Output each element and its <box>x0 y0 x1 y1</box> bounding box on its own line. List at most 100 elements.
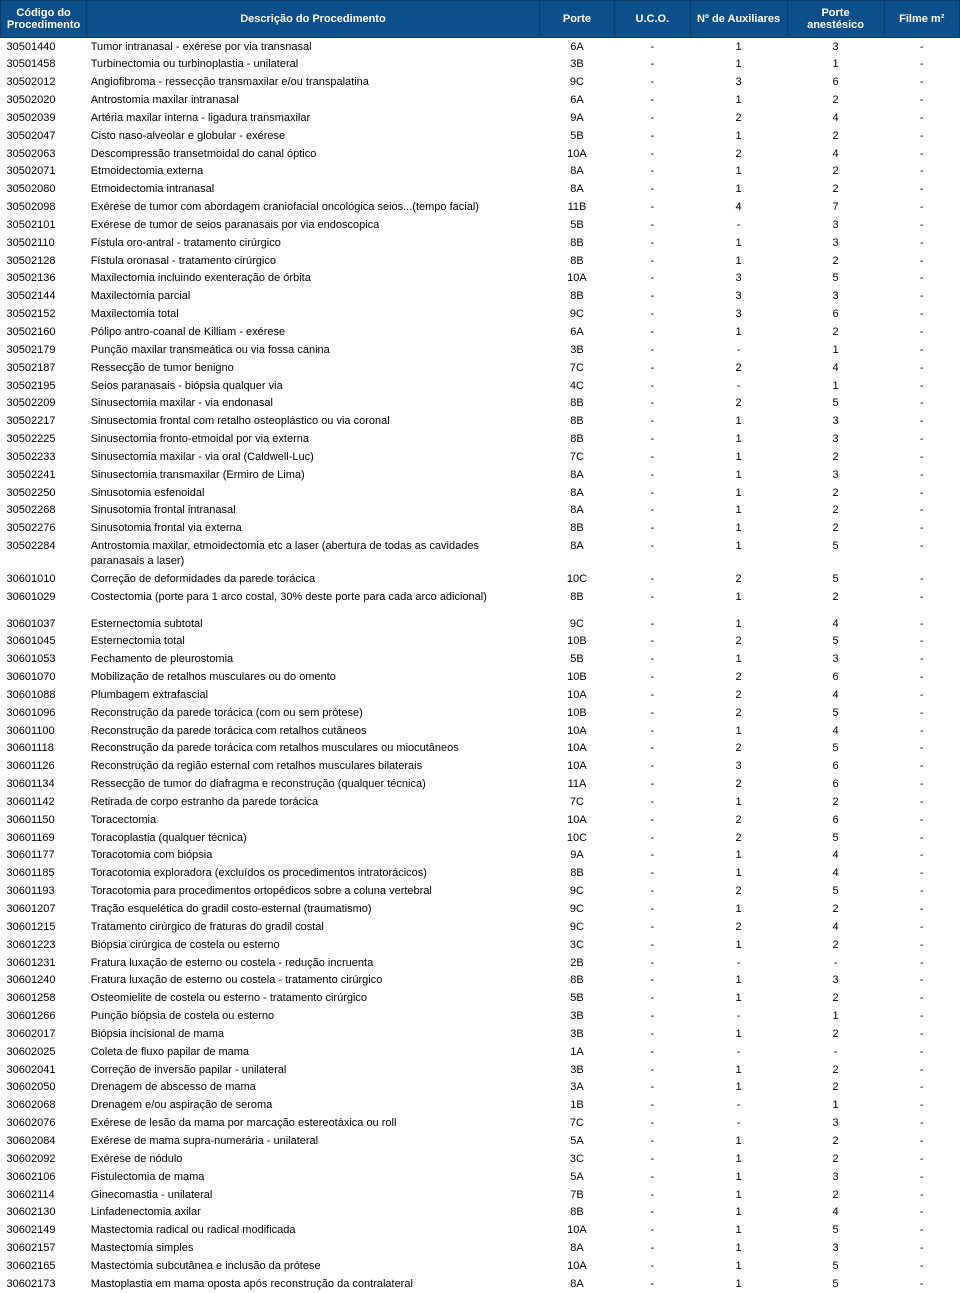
cell-aux: 1 <box>690 38 787 56</box>
table-row: 30602157Mastectomia simples8A-13- <box>1 1240 960 1258</box>
cell-code: 30601053 <box>1 651 87 669</box>
cell-anest: 2 <box>787 92 884 110</box>
cell-porte: 6A <box>539 38 614 56</box>
cell-filme: - <box>884 793 959 811</box>
cell-desc: Ginecomastia - unilateral <box>87 1186 540 1204</box>
cell-porte: 9C <box>539 306 614 324</box>
cell-aux: 2 <box>690 883 787 901</box>
cell-porte: 8A <box>539 484 614 502</box>
cell-desc: Sinusotomia esfenoidal <box>87 484 540 502</box>
cell-uco: - <box>615 883 690 901</box>
cell-code: 30601185 <box>1 865 87 883</box>
cell-aux: 3 <box>690 758 787 776</box>
cell-uco: - <box>615 377 690 395</box>
table-row: 30601258Osteomielite de costela ou ester… <box>1 990 960 1008</box>
cell-aux: 1 <box>690 1240 787 1258</box>
cell-code: 30502012 <box>1 74 87 92</box>
cell-porte: 3A <box>539 1079 614 1097</box>
cell-desc: Descompressão transetmoidal do canal ópt… <box>87 145 540 163</box>
cell-code: 30502128 <box>1 252 87 270</box>
cell-filme: - <box>884 918 959 936</box>
cell-code: 30502136 <box>1 270 87 288</box>
cell-code: 30502250 <box>1 484 87 502</box>
cell-porte: 3B <box>539 341 614 359</box>
cell-filme: - <box>884 520 959 538</box>
cell-code: 30502209 <box>1 395 87 413</box>
cell-desc: Fratura luxação de esterno ou costela - … <box>87 954 540 972</box>
table-row: 30601223Biópsia cirúrgica de costela ou … <box>1 936 960 954</box>
cell-aux: - <box>690 341 787 359</box>
cell-anest: 6 <box>787 669 884 687</box>
cell-code: 30502144 <box>1 288 87 306</box>
cell-anest: 2 <box>787 252 884 270</box>
cell-desc: Ressecção de tumor do diafragma e recons… <box>87 776 540 794</box>
cell-aux: - <box>690 1097 787 1115</box>
cell-filme: - <box>884 972 959 990</box>
cell-anest: 2 <box>787 1150 884 1168</box>
cell-filme: - <box>884 1240 959 1258</box>
cell-desc: Maxilectomia incluindo exenteração de ór… <box>87 270 540 288</box>
cell-uco: - <box>615 936 690 954</box>
cell-filme: - <box>884 1097 959 1115</box>
cell-code: 30601258 <box>1 990 87 1008</box>
cell-porte: 9C <box>539 901 614 919</box>
cell-uco: - <box>615 704 690 722</box>
table-row: 30502128Fístula oronasal - tratamento ci… <box>1 252 960 270</box>
cell-anest: 4 <box>787 109 884 127</box>
cell-code: 30601045 <box>1 633 87 651</box>
cell-porte: 10A <box>539 740 614 758</box>
table-row: 30502020Antrostomia maxilar intranasal6A… <box>1 92 960 110</box>
cell-uco: - <box>615 234 690 252</box>
table-row: 30601118Reconstrução da parede torácica … <box>1 740 960 758</box>
procedures-table: Código do Procedimento Descrição do Proc… <box>0 0 960 1293</box>
table-row: 30602173Mastoplastia em mama oposta após… <box>1 1275 960 1293</box>
cell-uco: - <box>615 145 690 163</box>
cell-anest: 5 <box>787 1275 884 1293</box>
cell-desc: Correção de inversão papilar - unilatera… <box>87 1061 540 1079</box>
cell-filme: - <box>884 740 959 758</box>
cell-anest: 5 <box>787 704 884 722</box>
cell-code: 30502276 <box>1 520 87 538</box>
cell-porte: 11A <box>539 776 614 794</box>
cell-code: 30602165 <box>1 1257 87 1275</box>
cell-aux: 1 <box>690 413 787 431</box>
table-row: 30602092Exérese de nódulo3C-12- <box>1 1150 960 1168</box>
table-row: 30602149Mastectomia radical ou radical m… <box>1 1222 960 1240</box>
cell-uco: - <box>615 1204 690 1222</box>
cell-aux: 2 <box>690 829 787 847</box>
table-row: 30602017Biópsia incisional de mama3B-12- <box>1 1025 960 1043</box>
cell-aux: 2 <box>690 359 787 377</box>
table-row: 30502101Exérese de tumor de seios parana… <box>1 216 960 234</box>
cell-desc: Sinusotomia frontal intranasal <box>87 502 540 520</box>
cell-porte: 10A <box>539 686 614 704</box>
cell-porte: 4C <box>539 377 614 395</box>
cell-desc: Etmoidectomia intranasal <box>87 181 540 199</box>
cell-porte: 5B <box>539 990 614 1008</box>
cell-aux: 1 <box>690 56 787 74</box>
cell-uco: - <box>615 1240 690 1258</box>
cell-anest: 4 <box>787 686 884 704</box>
cell-code: 30601126 <box>1 758 87 776</box>
cell-uco: - <box>615 359 690 377</box>
cell-code: 30602114 <box>1 1186 87 1204</box>
cell-filme: - <box>884 181 959 199</box>
cell-desc: Maxilectomia parcial <box>87 288 540 306</box>
cell-code: 30502284 <box>1 538 87 571</box>
cell-aux: 4 <box>690 199 787 217</box>
cell-porte: 5B <box>539 216 614 234</box>
cell-uco: - <box>615 990 690 1008</box>
cell-code: 30602173 <box>1 1275 87 1293</box>
cell-aux: - <box>690 1008 787 1026</box>
cell-uco: - <box>615 395 690 413</box>
cell-uco: - <box>615 270 690 288</box>
table-row: 30602130Linfadenectomia axilar8B-14- <box>1 1204 960 1222</box>
table-row: 30601100Reconstrução da parede torácica … <box>1 722 960 740</box>
table-row: 30601134Ressecção de tumor do diafragma … <box>1 776 960 794</box>
cell-desc: Punção maxilar transmeática ou via fossa… <box>87 341 540 359</box>
cell-porte: 9C <box>539 883 614 901</box>
cell-anest: 5 <box>787 1257 884 1275</box>
cell-filme: - <box>884 811 959 829</box>
cell-porte: 3B <box>539 56 614 74</box>
table-row: 30502233Sinusectomia maxilar - via oral … <box>1 448 960 466</box>
cell-porte: 10A <box>539 1222 614 1240</box>
